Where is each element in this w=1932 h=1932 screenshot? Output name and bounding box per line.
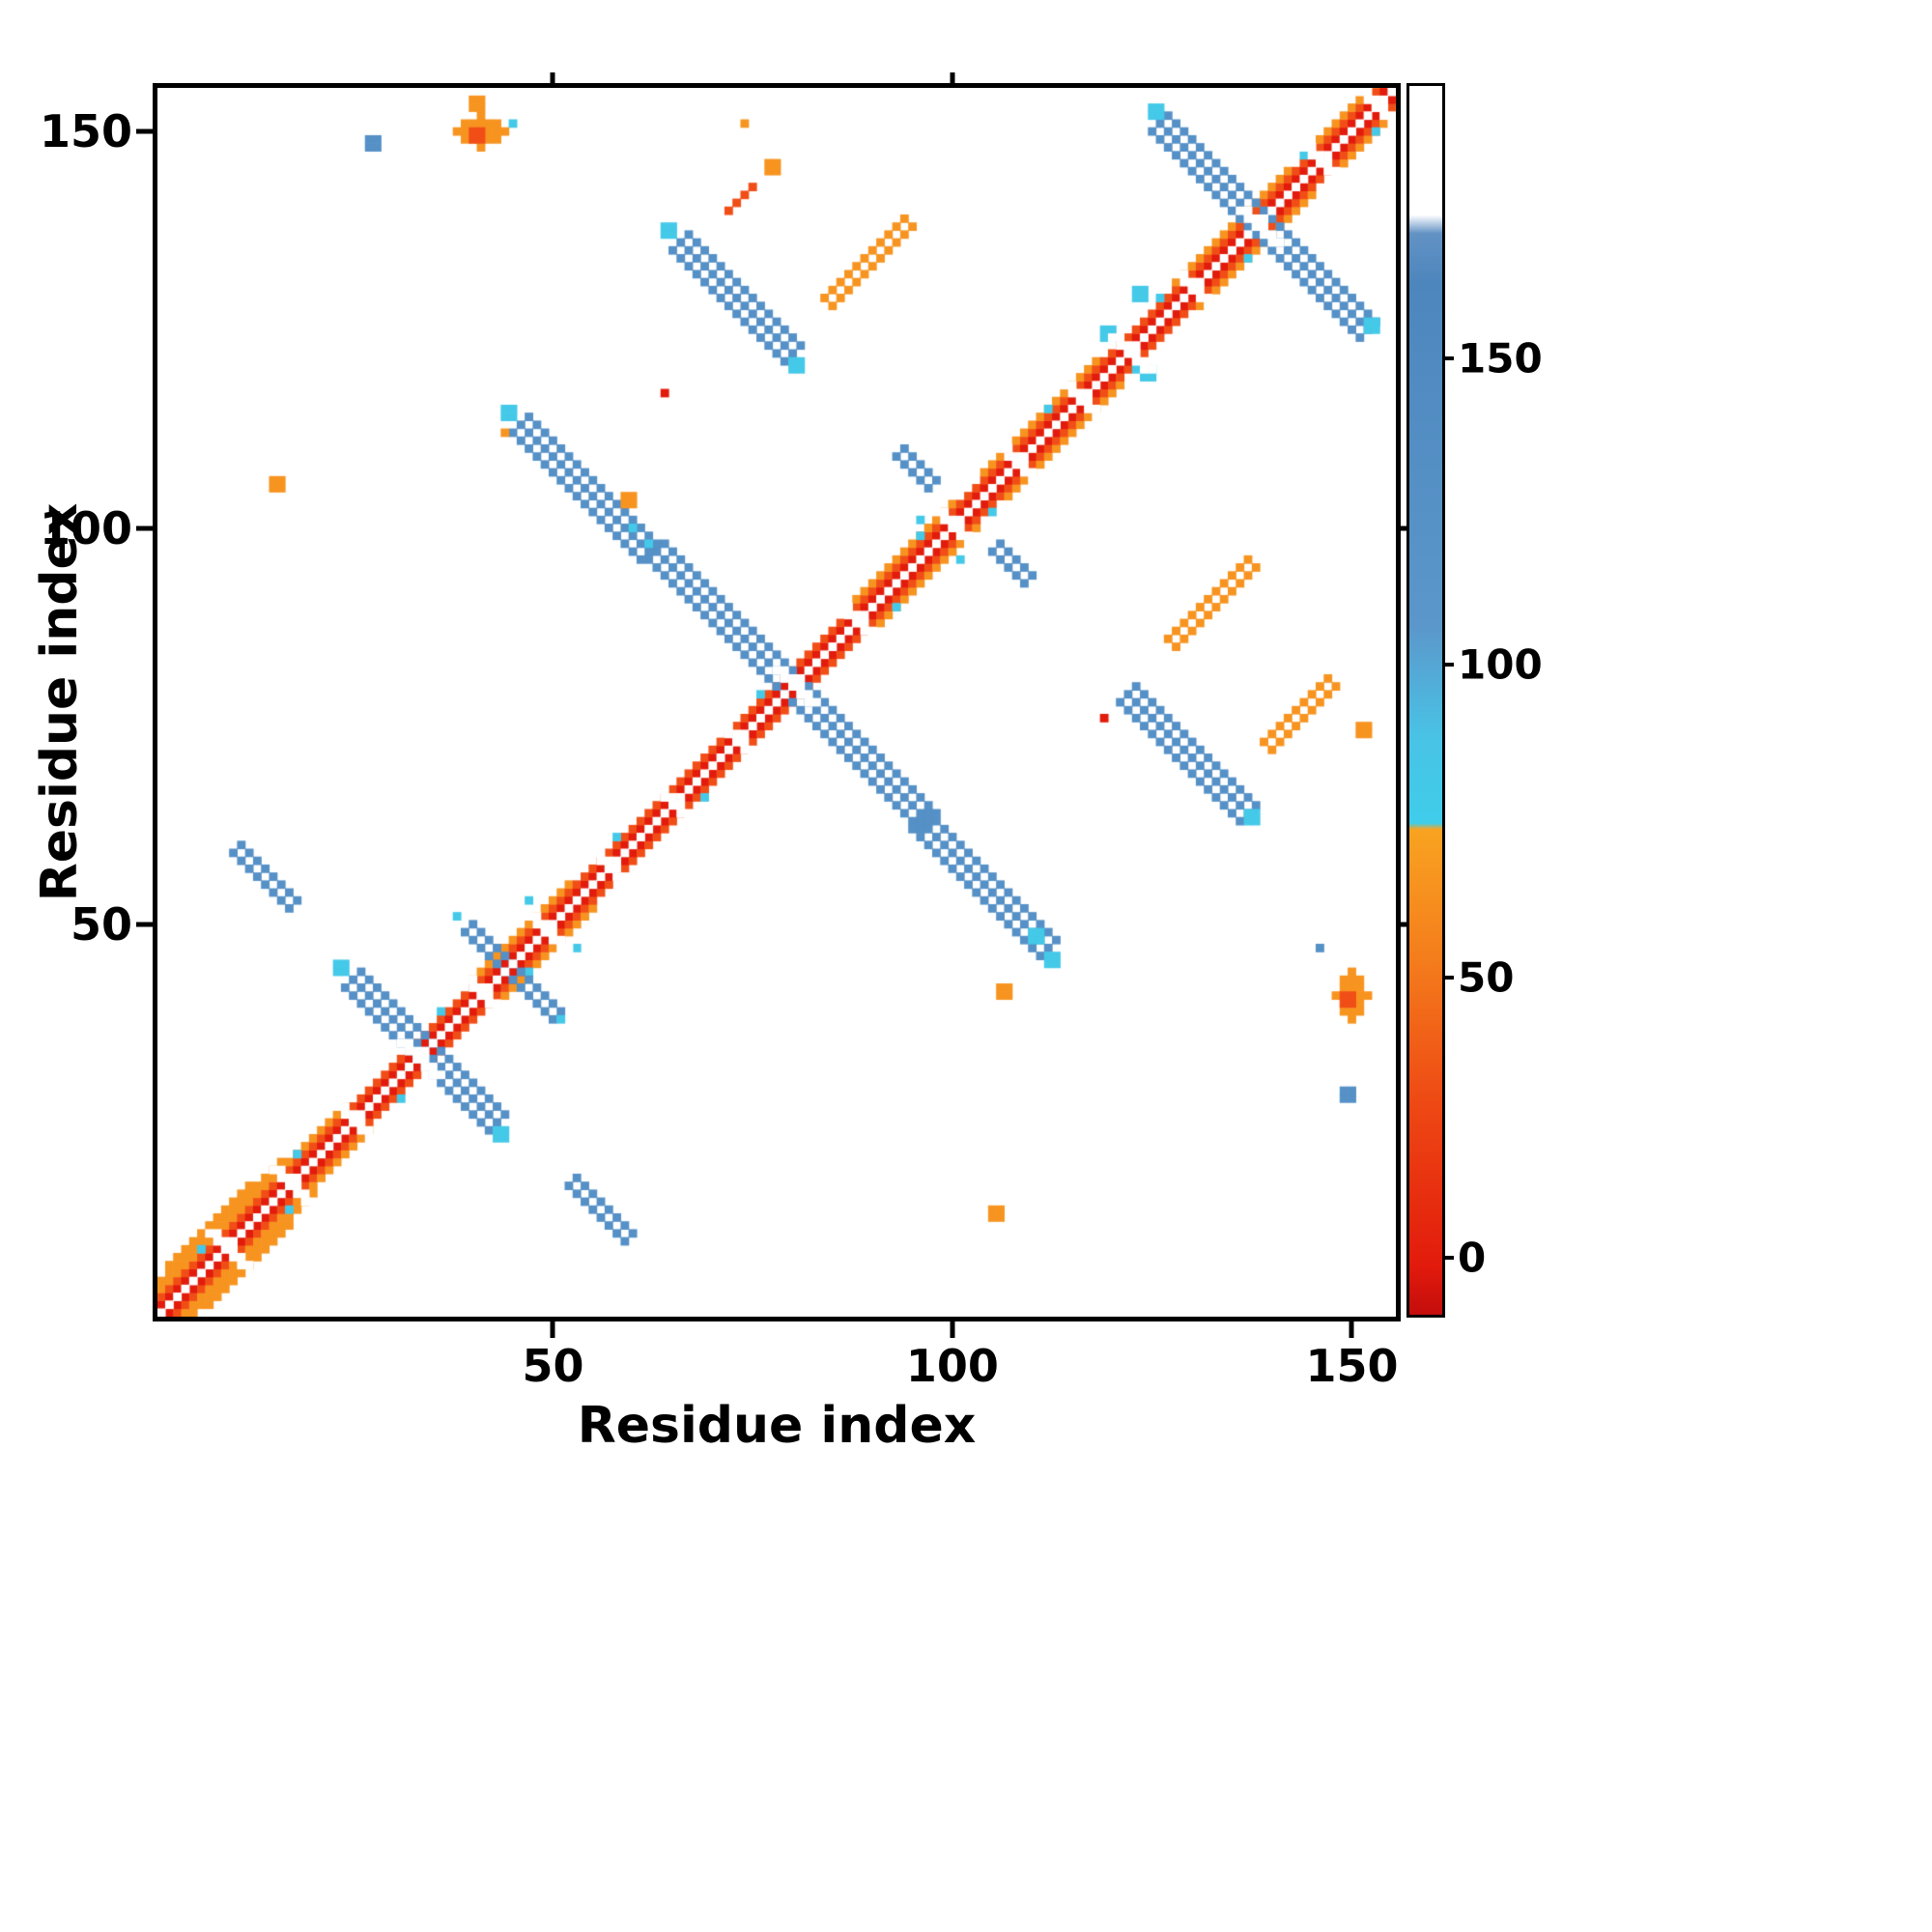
x-tick-label: 100 bbox=[905, 1340, 999, 1392]
top-tick-mark-50 bbox=[550, 72, 555, 83]
x-tick-label: 50 bbox=[522, 1340, 584, 1392]
colorbar-tick-50 bbox=[1442, 976, 1454, 980]
right-tick-mark-100 bbox=[1401, 526, 1411, 530]
x-tick-mark-150 bbox=[1349, 1321, 1354, 1338]
y-tick-mark-150 bbox=[136, 128, 153, 134]
y-tick-mark-50 bbox=[136, 922, 153, 927]
x-tick-mark-100 bbox=[950, 1321, 955, 1338]
top-tick-mark-100 bbox=[950, 72, 955, 83]
colorbar-gradient bbox=[1409, 86, 1442, 1315]
contact-map-canvas bbox=[157, 88, 1396, 1317]
y-tick-label: 50 bbox=[70, 897, 132, 951]
x-tick-label: 150 bbox=[1305, 1340, 1399, 1392]
colorbar-tick-100 bbox=[1442, 663, 1454, 668]
colorbar-tick-0 bbox=[1442, 1256, 1454, 1261]
plot-area: 50 100 150 50 100 150 bbox=[40, 72, 1411, 1392]
y-axis-title: Residue index bbox=[31, 502, 89, 902]
colorbar-label: 100 bbox=[1458, 640, 1543, 689]
y-tick-label: 150 bbox=[39, 105, 132, 158]
colorbar-label: 150 bbox=[1458, 334, 1543, 383]
colorbar-label: 0 bbox=[1458, 1234, 1487, 1282]
y-tick-label: 100 bbox=[39, 501, 132, 554]
x-axis-title: Residue index bbox=[577, 1397, 977, 1455]
x-tick-mark-50 bbox=[550, 1321, 555, 1338]
y-tick-mark-100 bbox=[136, 526, 153, 530]
colorbar: 150 100 50 0 bbox=[1406, 83, 1543, 1318]
colorbar-tick-150 bbox=[1442, 356, 1454, 361]
colorbar-label: 50 bbox=[1458, 953, 1515, 1002]
right-tick-mark-50 bbox=[1401, 922, 1411, 927]
